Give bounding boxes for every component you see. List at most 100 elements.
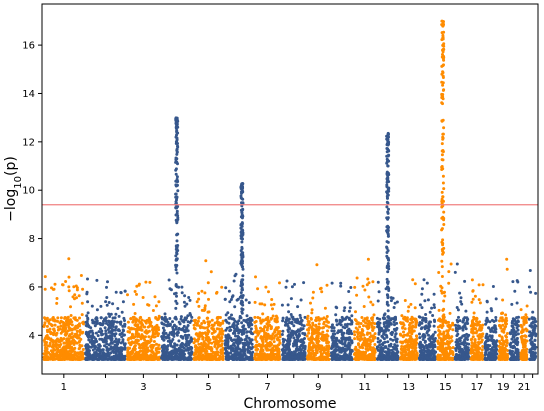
snp-point: [290, 355, 294, 359]
snp-point: [119, 291, 123, 294]
snp-point: [403, 327, 407, 331]
snp-point: [239, 291, 243, 295]
snp-point: [54, 341, 58, 344]
snp-point: [385, 254, 389, 258]
snp-point: [70, 335, 74, 339]
snp-point: [98, 337, 102, 341]
snp-point: [316, 316, 320, 319]
snp-point: [275, 337, 279, 341]
snp-point: [200, 358, 204, 361]
snp-point: [120, 310, 124, 314]
snp-point: [45, 324, 49, 328]
snp-point: [55, 346, 59, 350]
snp-point: [115, 320, 119, 324]
snp-point: [385, 170, 389, 174]
snp-point: [231, 358, 235, 361]
snp-point: [79, 337, 83, 341]
snp-point: [67, 275, 71, 279]
snp-point: [371, 303, 375, 307]
snp-point: [385, 183, 389, 187]
snp-point: [393, 346, 397, 350]
snp-point: [403, 299, 407, 302]
snp-point: [261, 312, 265, 316]
snp-point: [54, 319, 58, 323]
snp-point: [367, 326, 371, 330]
snp-point: [196, 319, 200, 323]
snp-point: [272, 302, 276, 306]
snp-point: [354, 326, 358, 330]
snp-point: [58, 327, 62, 331]
snp-point: [176, 216, 180, 220]
snp-point: [344, 347, 348, 351]
snp-point: [203, 304, 207, 308]
snp-point: [346, 328, 350, 332]
snp-point: [185, 302, 189, 306]
snp-point: [149, 320, 153, 324]
snp-point: [167, 336, 171, 340]
snp-point: [273, 319, 277, 323]
snp-point: [157, 316, 161, 320]
snp-point: [132, 302, 136, 306]
snp-point: [346, 357, 350, 361]
snp-point: [174, 283, 178, 286]
snp-point: [242, 353, 246, 357]
snp-point: [237, 331, 241, 335]
snp-point: [85, 314, 89, 318]
snp-point: [154, 316, 158, 319]
snp-point: [204, 259, 208, 263]
chromosome-5-points: [192, 259, 225, 361]
snp-point: [147, 303, 151, 307]
snp-point: [269, 342, 273, 346]
snp-point: [239, 223, 243, 227]
chromosome-2-points: [84, 277, 127, 361]
snp-point: [300, 355, 303, 359]
snp-point: [395, 344, 399, 348]
snp-point: [121, 340, 125, 344]
snp-point: [245, 335, 249, 339]
snp-point: [94, 331, 98, 335]
snp-point: [175, 180, 179, 184]
snp-point: [376, 357, 380, 361]
snp-point: [241, 274, 245, 278]
snp-point: [270, 298, 274, 301]
snp-point: [418, 303, 422, 307]
snp-point: [407, 340, 411, 344]
snp-point: [183, 294, 187, 298]
snp-point: [55, 351, 59, 354]
snp-point: [198, 332, 202, 335]
snp-point: [405, 318, 409, 322]
snp-point: [210, 349, 213, 353]
snp-point: [383, 350, 387, 354]
snp-point: [341, 346, 345, 350]
snp-point: [208, 320, 211, 324]
snp-point: [154, 304, 158, 308]
snp-point: [48, 327, 52, 331]
snp-point: [296, 338, 300, 342]
snp-point: [251, 350, 255, 354]
snp-point: [138, 320, 142, 324]
snp-point: [50, 354, 54, 358]
snp-point: [167, 278, 171, 282]
snp-point: [133, 312, 137, 315]
snp-point: [393, 323, 396, 327]
snp-point: [92, 336, 96, 339]
snp-point: [79, 357, 82, 361]
snp-point: [386, 270, 390, 274]
snp-point: [175, 131, 179, 135]
snp-point: [50, 286, 53, 290]
snp-point: [261, 318, 265, 322]
snp-point: [216, 342, 220, 346]
snp-point: [114, 337, 118, 341]
snp-point: [204, 347, 208, 351]
snp-point: [369, 322, 373, 326]
snp-point: [209, 346, 213, 349]
snp-point: [310, 311, 314, 315]
snp-point: [261, 337, 265, 341]
snp-point: [310, 308, 314, 312]
snp-point: [378, 317, 382, 321]
snp-point: [387, 207, 390, 211]
snp-point: [164, 331, 168, 335]
snp-point: [411, 342, 415, 346]
snp-point: [355, 357, 359, 361]
